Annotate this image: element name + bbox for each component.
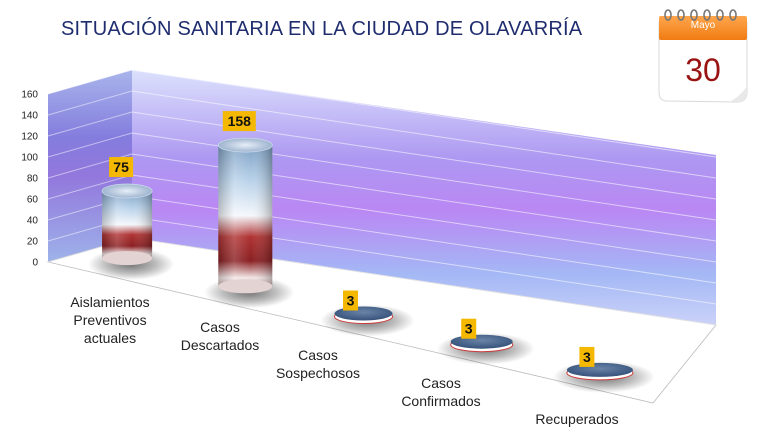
calendar-day: 30 [685,52,721,88]
chart-title: SITUACIÓN SANITARIA EN LA CIUDAD DE OLAV… [61,18,583,40]
x-tick-label-line: Aislamientos [70,294,149,310]
data-label-box [579,346,595,367]
data-label-box [222,111,256,132]
bar-base [218,279,273,294]
y-tick-label: 40 [27,216,39,227]
y-tick-label: 100 [21,153,38,164]
data-label-box [109,157,134,178]
x-tick-label: Recuperados [535,411,618,427]
x-tick-label: Casos Descartados [181,319,260,353]
gridline [47,132,133,158]
data-label: 158 [222,111,256,132]
y-tick-label: 20 [27,237,39,248]
gridline [131,90,717,179]
bar-top [217,137,273,153]
x-tick-label: Casos Confirmados [401,375,480,409]
data-label-box [343,290,358,311]
x-tick-label-line: Casos [421,375,461,391]
x-tick-label-line: actuales [84,330,136,346]
gridline [47,111,133,137]
x-tick-label-line: Confirmados [401,393,480,409]
bar [204,137,295,309]
data-label: 3 [461,318,477,339]
x-tick-label: Casos Sospechosos [276,347,360,381]
bar [436,332,535,365]
bars [88,137,655,393]
gridline [47,69,133,95]
calendar-widget: Mayo 30 [655,6,751,106]
data-label-value: 3 [583,349,591,365]
y-tick-label: 0 [32,258,38,269]
data-label: 3 [579,346,595,367]
calendar-month: Mayo [690,20,716,31]
x-tick-label-line: Descartados [181,337,260,353]
bar-base [102,251,153,266]
bar [88,183,175,281]
data-label-value: 158 [228,113,252,129]
gridline [47,90,133,116]
x-tick-label-line: Casos [298,347,338,363]
data-label-box [461,318,477,339]
bar-body-shade [102,191,153,259]
bar-top [101,183,153,199]
x-tick-label-line: Casos [200,319,240,335]
y-tick-label: 80 [27,174,39,185]
data-label-value: 3 [347,293,355,309]
y-tick-label: 120 [21,132,38,143]
data-label: 75 [109,157,134,178]
bar [552,360,655,393]
bar-top [450,334,513,349]
data-labels: 75 158 3 3 3 [109,111,595,367]
y-tick-label: 140 [21,111,38,122]
bar-top [566,362,633,377]
x-tick-label-line: Sospechosos [276,365,360,381]
gridline [47,174,133,200]
y-tick-label: 160 [21,90,38,101]
x-tick-label-line: Recuperados [535,411,618,427]
x-tick-label: Aislamientos Preventivos actuales [70,294,149,346]
x-axis: Aislamientos Preventivos actuales Casos Desc… [70,294,618,427]
bar-body-shade [218,145,273,287]
y-tick-label: 60 [27,195,39,206]
gridline [131,69,717,158]
x-tick-label-line: Preventivos [73,312,146,328]
data-label: 3 [343,290,358,311]
data-label-value: 75 [113,159,129,175]
bar [320,304,415,337]
calendar-icon [658,9,748,103]
data-label-value: 3 [465,321,473,337]
y-axis: 0 20 40 60 80 100 120 140 160 [21,90,38,269]
